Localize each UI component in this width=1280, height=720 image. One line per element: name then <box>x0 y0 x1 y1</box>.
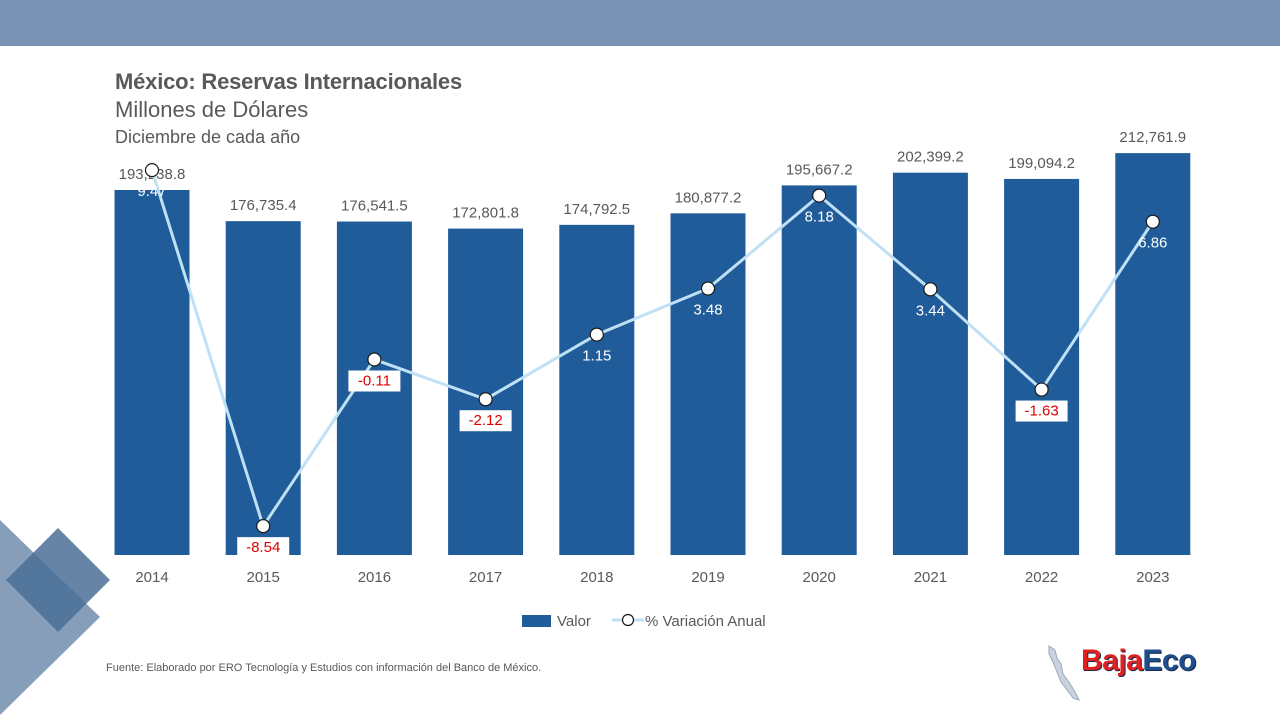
bar-2020 <box>781 185 857 555</box>
x-tick-label-2021: 2021 <box>914 569 947 586</box>
logo-text: BajaEco <box>1081 644 1196 678</box>
variation-marker-2020 <box>812 188 827 203</box>
bar-2023 <box>1115 153 1191 556</box>
top-band <box>0 0 1280 46</box>
variation-label-2017: -2.12 <box>468 412 502 429</box>
bar-value-label-2018: 174,792.5 <box>563 201 630 218</box>
bar-2021 <box>892 172 968 555</box>
bar-2017 <box>448 228 524 555</box>
bar-2015 <box>225 221 301 555</box>
variation-label-box-2022 <box>1015 400 1068 422</box>
variation-marker-2017 <box>478 392 493 407</box>
title-block: México: Reservas Internacionales Millone… <box>115 68 462 150</box>
legend-line-label: % Variación Anual <box>645 613 766 630</box>
variation-label-box-2015 <box>237 537 290 559</box>
x-tick-label-2017: 2017 <box>469 569 502 586</box>
bar-value-label-2020: 195,667.2 <box>786 161 853 178</box>
variation-label-2018: 1.15 <box>582 348 611 365</box>
logo-eco: Eco <box>1142 644 1196 677</box>
variation-marker-2018 <box>589 327 604 342</box>
bar-value-label-2021: 202,399.2 <box>897 149 964 166</box>
variation-marker-2021 <box>923 282 938 297</box>
bar-2019 <box>670 213 746 555</box>
variation-label-2020: 8.18 <box>805 209 834 226</box>
variation-line <box>150 169 1155 528</box>
variation-marker-2016 <box>367 352 382 367</box>
chart-title: México: Reservas Internacionales <box>115 69 462 94</box>
bar-value-label-2017: 172,801.8 <box>452 205 519 222</box>
bar-value-label-2016: 176,541.5 <box>341 198 408 215</box>
map-icon <box>1048 645 1080 701</box>
x-tick-label-2014: 2014 <box>135 569 168 586</box>
x-tick-label-2018: 2018 <box>580 569 613 586</box>
variation-label-2023: 6.86 <box>1138 235 1167 252</box>
bar-2014 <box>114 189 190 555</box>
variation-label-2022: -1.63 <box>1024 403 1058 420</box>
source-note: Fuente: Elaborado por ERO Tecnología y E… <box>106 662 542 674</box>
x-tick-label-2022: 2022 <box>1025 569 1058 586</box>
logo-baja: Baja <box>1081 644 1143 677</box>
chart-subtitle-date: Diciembre de cada año <box>115 127 301 147</box>
legend-line-marker <box>621 613 635 627</box>
variation-marker-2014 <box>144 163 160 178</box>
x-tick-label-2015: 2015 <box>247 569 280 586</box>
bar-value-label-2015: 176,735.4 <box>230 197 297 214</box>
variation-label-box-2017 <box>459 410 512 432</box>
bar-value-label-2023: 212,761.9 <box>1119 129 1186 146</box>
variation-marker-2019 <box>700 281 716 296</box>
bar-value-label-2022: 199,094.2 <box>1008 155 1075 172</box>
variation-marker-2022 <box>1034 382 1049 397</box>
variation-label-box-2016 <box>348 370 401 392</box>
legend-bar-swatch <box>522 615 551 627</box>
x-tick-label-2016: 2016 <box>358 569 391 586</box>
variation-label-2016: -0.11 <box>358 373 391 390</box>
chart-subtitle: Millones de Dólares <box>115 97 309 122</box>
variation-label-2021: 3.44 <box>916 302 945 319</box>
legend-bar-label: Valor <box>557 613 591 630</box>
variation-marker-2023 <box>1145 214 1160 229</box>
variation-label-2015: -8.54 <box>246 539 280 556</box>
decorative-shapes <box>0 520 110 715</box>
bajaeco-logo: BajaEco <box>1045 640 1225 701</box>
bar-value-label-2019: 180,877.2 <box>675 189 742 206</box>
variation-marker-2015 <box>256 519 271 534</box>
x-tick-label-2023: 2023 <box>1136 569 1169 586</box>
variation-label-2014: 9.47 <box>137 183 166 200</box>
bar-2018 <box>559 224 635 555</box>
variation-label-2019: 3.48 <box>693 302 722 319</box>
x-tick-label-2019: 2019 <box>691 569 724 586</box>
x-tick-label-2020: 2020 <box>803 569 836 586</box>
